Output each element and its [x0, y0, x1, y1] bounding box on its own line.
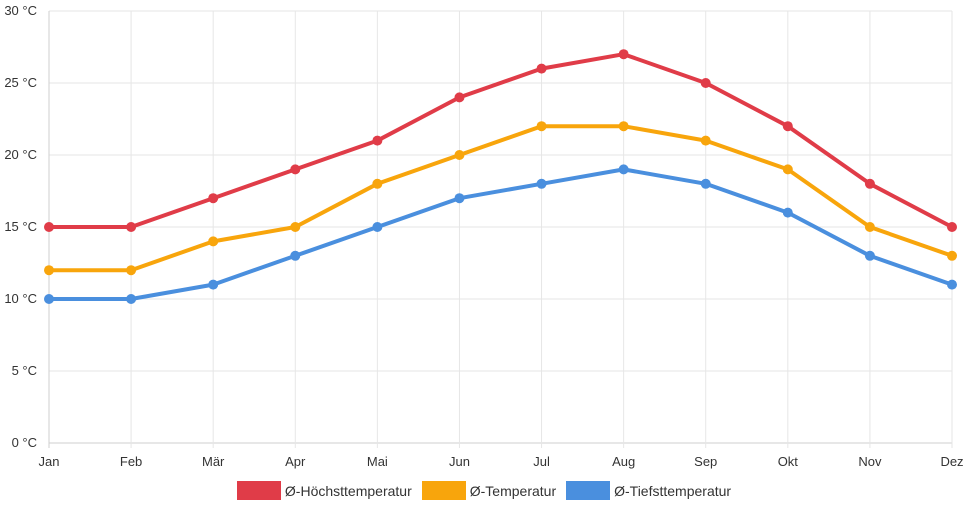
- data-point[interactable]: [700, 135, 711, 146]
- legend-label-min: Ø-Tiefsttemperatur: [614, 482, 732, 499]
- y-axis-ticks: 0 °C 5 °C 10 °C 15 °C 20 °C 25 °C 30 °C: [4, 3, 37, 450]
- legend-label-avg: Ø-Temperatur: [469, 482, 557, 499]
- data-point[interactable]: [208, 236, 219, 247]
- series-line: [47, 52, 954, 229]
- y-tick-label: 25 °C: [4, 75, 37, 90]
- legend-swatch-avg: [421, 481, 466, 500]
- data-point[interactable]: [44, 265, 54, 276]
- data-point[interactable]: [947, 279, 957, 290]
- data-point[interactable]: [618, 121, 629, 132]
- data-point[interactable]: [864, 250, 875, 261]
- x-tick-label: Nov: [858, 454, 882, 469]
- data-point[interactable]: [864, 178, 875, 189]
- x-tick-label: Jan: [39, 454, 60, 469]
- y-tick-label: 5 °C: [12, 363, 37, 378]
- series-1: [44, 121, 957, 276]
- data-point[interactable]: [454, 92, 465, 103]
- x-tick-label: Dez: [940, 454, 963, 469]
- x-axis-ticks: Jan Feb Mär Apr Mai Jun Jul Aug Sep Okt Nov Dez: [39, 454, 964, 469]
- data-point[interactable]: [126, 294, 137, 304]
- data-point[interactable]: [44, 222, 54, 232]
- data-point[interactable]: [864, 222, 875, 232]
- series-2: [44, 164, 957, 304]
- legend-item-min[interactable]: Ø-Tiefsttemperatur: [566, 481, 731, 500]
- legend-swatch-max: [236, 481, 281, 500]
- data-point[interactable]: [372, 222, 383, 232]
- data-point[interactable]: [454, 150, 465, 160]
- data-point[interactable]: [290, 222, 301, 232]
- series-line: [47, 124, 954, 273]
- series-lines: [44, 49, 957, 304]
- data-point[interactable]: [947, 250, 957, 261]
- data-point[interactable]: [782, 121, 793, 132]
- data-point[interactable]: [618, 49, 629, 60]
- series-0: [44, 49, 957, 232]
- y-tick-label: 0 °C: [12, 435, 37, 450]
- y-tick-label: 10 °C: [4, 291, 37, 306]
- data-point[interactable]: [782, 164, 793, 175]
- legend-swatch-min: [566, 481, 611, 500]
- data-point[interactable]: [372, 135, 383, 146]
- data-point[interactable]: [536, 63, 547, 74]
- data-point[interactable]: [947, 222, 957, 232]
- data-point[interactable]: [700, 178, 711, 189]
- legend: Ø-Höchsttemperatur Ø-Temperatur Ø-Tiefst…: [0, 481, 968, 500]
- data-point[interactable]: [208, 193, 219, 204]
- data-point[interactable]: [536, 178, 547, 189]
- data-point[interactable]: [290, 164, 301, 175]
- data-point[interactable]: [44, 294, 54, 304]
- x-tick-label: Sep: [694, 454, 717, 469]
- legend-label-max: Ø-Höchsttemperatur: [284, 482, 412, 499]
- y-tick-label: 30 °C: [4, 3, 37, 18]
- x-tick-label: Jul: [533, 454, 550, 469]
- legend-item-max[interactable]: Ø-Höchsttemperatur: [236, 481, 412, 500]
- data-point[interactable]: [126, 222, 137, 232]
- series-line: [47, 167, 954, 301]
- x-tick-label: Feb: [120, 454, 142, 469]
- data-point[interactable]: [700, 78, 711, 88]
- data-point[interactable]: [126, 265, 137, 276]
- data-point[interactable]: [618, 164, 629, 175]
- x-tick-label: Mär: [202, 454, 225, 469]
- y-tick-label: 15 °C: [4, 219, 37, 234]
- data-point[interactable]: [536, 121, 547, 132]
- y-tick-label: 20 °C: [4, 147, 37, 162]
- data-point[interactable]: [454, 193, 465, 204]
- data-point[interactable]: [782, 207, 793, 218]
- x-tick-label: Aug: [612, 454, 635, 469]
- data-point[interactable]: [372, 178, 383, 189]
- x-tick-label: Jun: [449, 454, 470, 469]
- data-point[interactable]: [208, 279, 219, 290]
- data-point[interactable]: [290, 250, 301, 261]
- x-tick-label: Apr: [285, 454, 306, 469]
- x-tick-label: Okt: [778, 454, 799, 469]
- x-tick-label: Mai: [367, 454, 388, 469]
- legend-item-avg[interactable]: Ø-Temperatur: [421, 481, 557, 500]
